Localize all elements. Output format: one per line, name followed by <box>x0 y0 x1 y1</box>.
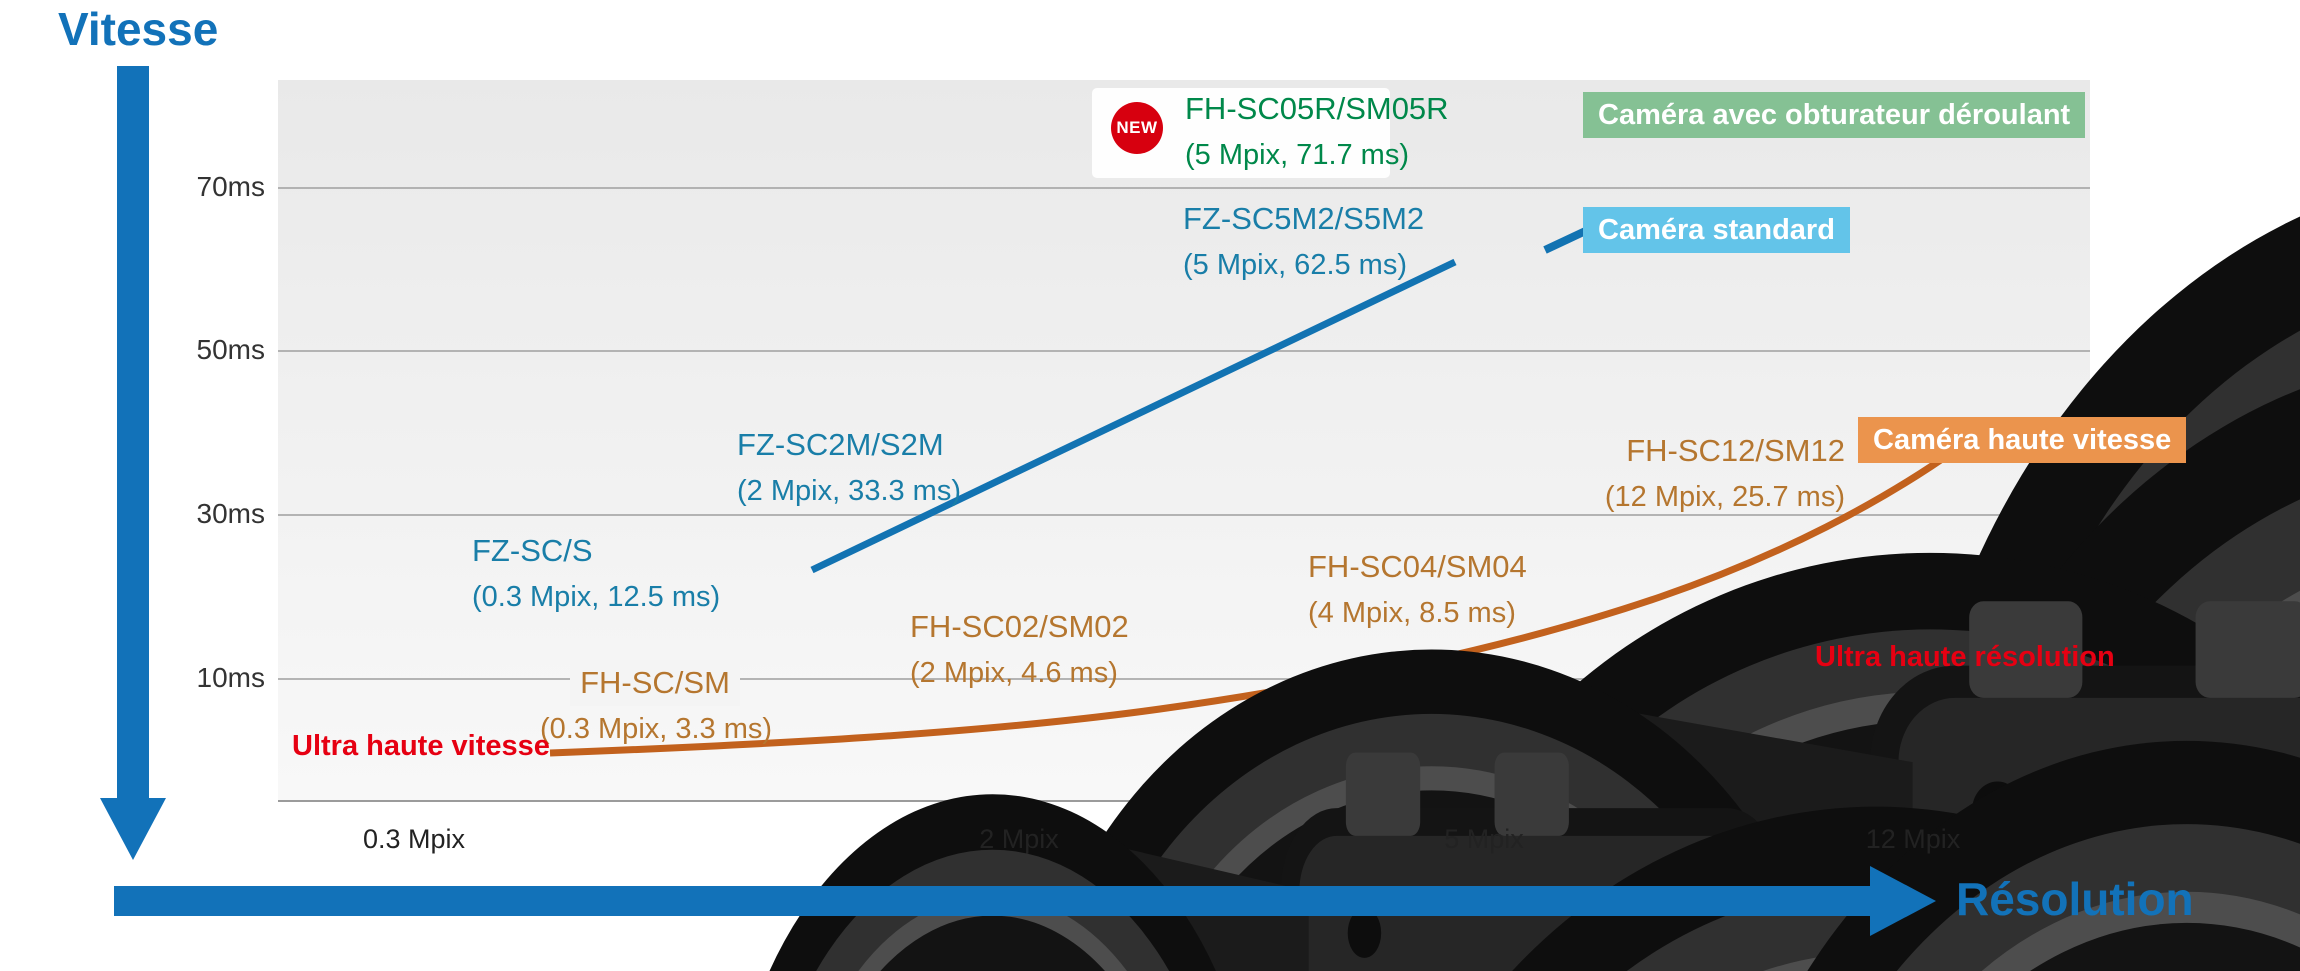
annotation-ultra-high-speed: Ultra haute vitesse <box>292 730 550 762</box>
product-spec: (12 Mpix, 25.7 ms) <box>1604 481 1845 513</box>
product-name: FH-SC05R/SM05R <box>1185 91 1449 126</box>
product-label-fh-sc12: FH-SC12/SM12 (12 Mpix, 25.7 ms) <box>1555 428 1845 520</box>
x-axis-title: Résolution <box>1956 873 2194 925</box>
product-spec: (2 Mpix, 4.6 ms) <box>910 657 1118 689</box>
product-spec: (4 Mpix, 8.5 ms) <box>1308 597 1516 629</box>
product-label-fz-sc2m: FZ-SC2M/S2M (2 Mpix, 33.3 ms) <box>737 422 961 514</box>
y-tick-10ms: 10ms <box>196 662 265 693</box>
product-name: FH-SC02/SM02 <box>910 609 1129 644</box>
category-label-high-speed: Caméra haute vitesse <box>1858 417 2187 463</box>
annotation-ultra-high-resolution: Ultra haute résolution <box>1815 641 2115 673</box>
product-spec: (5 Mpix, 71.7 ms) <box>1185 139 1409 171</box>
x-tick-12mpix: 12 Mpix <box>1865 824 1961 854</box>
product-spec: (5 Mpix, 62.5 ms) <box>1183 249 1407 281</box>
product-name: FZ-SC2M/S2M <box>737 427 944 462</box>
new-badge: NEW <box>1111 102 1163 154</box>
y-tick-50ms: 50ms <box>196 334 265 365</box>
y-axis-title: Vitesse <box>58 3 219 55</box>
x-tick-5mpix: 5 Mpix <box>1444 824 1524 854</box>
gridline-70ms <box>278 187 2090 189</box>
x-tick-2mpix: 2 Mpix <box>979 824 1059 854</box>
product-spec: (0.3 Mpix, 3.3 ms) <box>540 713 773 745</box>
product-label-fh-sc: FH-SC/SM (0.3 Mpix, 3.3 ms) <box>540 660 773 752</box>
category-label-standard: Caméra standard <box>1583 207 1850 253</box>
product-name: FH-SC12/SM12 <box>1626 433 1845 468</box>
product-name: FH-SC/SM <box>570 660 740 706</box>
category-label-rolling-shutter: Caméra avec obturateur déroulant <box>1583 92 2086 138</box>
product-name: FH-SC04/SM04 <box>1308 549 1527 584</box>
y-tick-30ms: 30ms <box>196 498 265 529</box>
resolution-axis-arrow-icon <box>114 866 1936 936</box>
product-label-fh-sc04: FH-SC04/SM04 (4 Mpix, 8.5 ms) <box>1308 544 1527 636</box>
product-label-fz-sc: FZ-SC/S (0.3 Mpix, 12.5 ms) <box>472 528 720 620</box>
gridline-50ms <box>278 350 2090 352</box>
product-label-fh-sc02: FH-SC02/SM02 (2 Mpix, 4.6 ms) <box>910 604 1129 696</box>
y-tick-70ms: 70ms <box>196 171 265 202</box>
product-label-fz-sc5m2: FZ-SC5M2/S5M2 (5 Mpix, 62.5 ms) <box>1183 196 1424 288</box>
product-name: FZ-SC5M2/S5M2 <box>1183 201 1425 236</box>
product-name: FZ-SC/S <box>472 533 593 568</box>
product-spec: (2 Mpix, 33.3 ms) <box>737 475 961 507</box>
x-tick-03mpix: 0.3 Mpix <box>362 824 466 854</box>
product-spec: (0.3 Mpix, 12.5 ms) <box>472 581 721 613</box>
product-label-fh-sc05r: FH-SC05R/SM05R (5 Mpix, 71.7 ms) <box>1185 86 1449 178</box>
